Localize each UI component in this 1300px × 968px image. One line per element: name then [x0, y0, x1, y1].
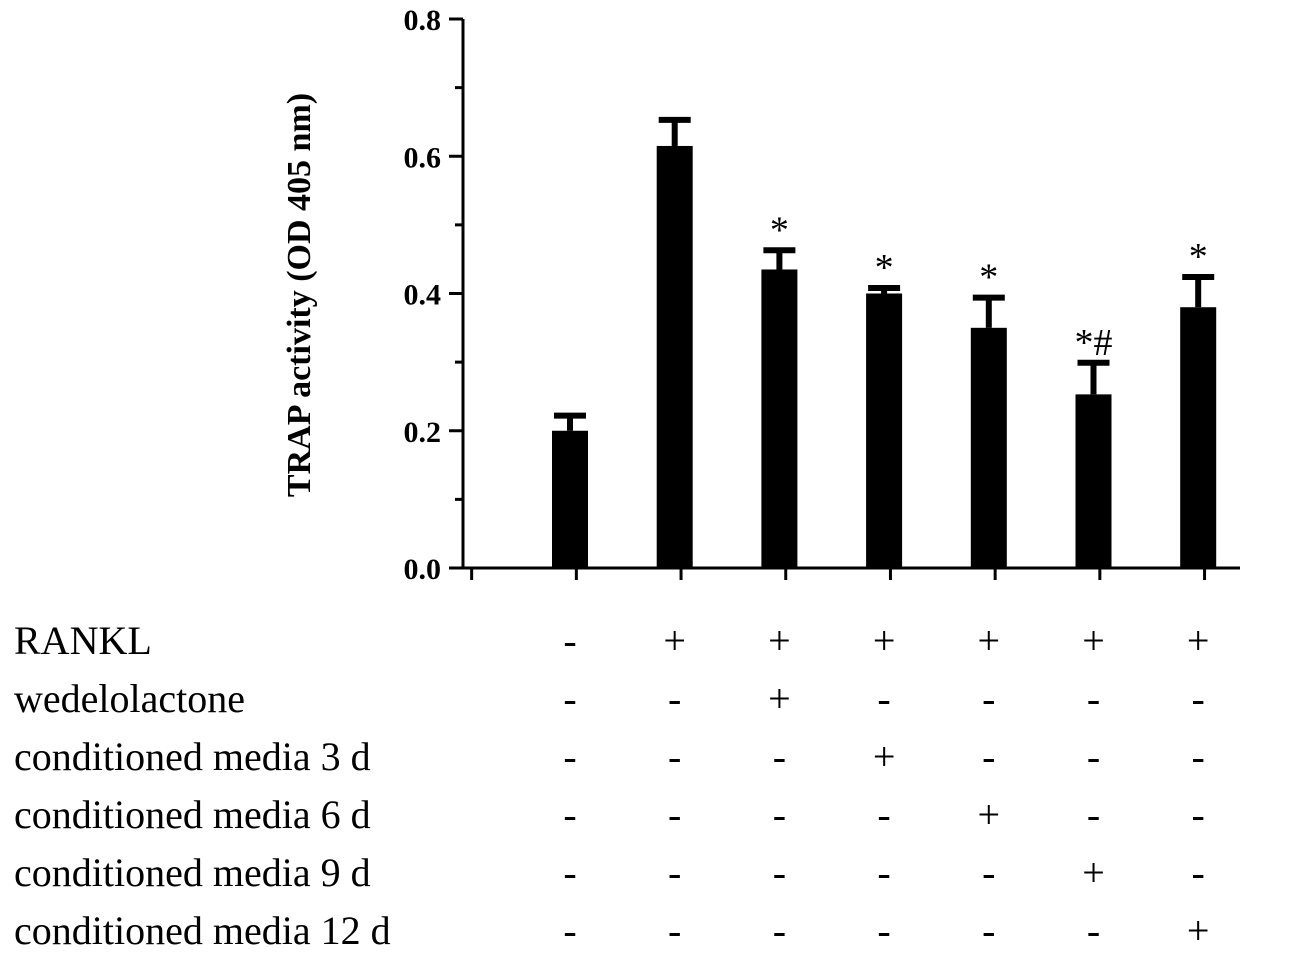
- condition-sign: -: [1192, 676, 1205, 721]
- condition-sign: -: [668, 850, 681, 895]
- bar: [1075, 394, 1112, 568]
- bar: [761, 269, 798, 568]
- bars: * * * *# *: [552, 116, 1217, 569]
- condition-sign: -: [773, 734, 786, 779]
- y-tick-label: 0.2: [404, 416, 442, 449]
- y-tick-label: 0.8: [404, 4, 442, 37]
- condition-sign: +: [873, 618, 896, 663]
- condition-sign: -: [1192, 792, 1205, 837]
- condition-sign: -: [563, 792, 576, 837]
- condition-sign: -: [1087, 908, 1100, 953]
- condition-table: RANKL - + + + + + + wedelolactone - - + - - - - conditio…: [14, 618, 1209, 953]
- condition-sign: -: [563, 676, 576, 721]
- condition-sign: -: [877, 792, 890, 837]
- condition-sign: +: [768, 618, 791, 663]
- condition-row-label: RANKL: [14, 618, 152, 663]
- condition-sign: -: [563, 850, 576, 895]
- condition-sign: -: [773, 908, 786, 953]
- condition-sign: -: [668, 792, 681, 837]
- condition-sign: -: [563, 734, 576, 779]
- condition-sign: -: [877, 850, 890, 895]
- condition-sign: -: [1087, 734, 1100, 779]
- condition-sign: +: [873, 734, 896, 779]
- condition-row-label: conditioned media 9 d: [14, 850, 371, 895]
- condition-sign: +: [978, 792, 1001, 837]
- condition-sign: -: [982, 734, 995, 779]
- condition-sign: -: [877, 908, 890, 953]
- condition-sign: +: [978, 618, 1001, 663]
- significance-label: *: [979, 257, 998, 299]
- condition-sign: +: [1082, 850, 1105, 895]
- y-tick-label: 0.4: [404, 279, 442, 312]
- bar: [970, 327, 1007, 568]
- y-axis-label: TRAP activity (OD 405 nm): [281, 93, 318, 497]
- y-tick-label: 0.0: [404, 553, 442, 586]
- significance-label: *#: [1075, 322, 1113, 364]
- condition-sign: -: [1192, 850, 1205, 895]
- condition-sign: -: [773, 850, 786, 895]
- significance-label: *: [1189, 236, 1208, 278]
- condition-sign: -: [877, 676, 890, 721]
- condition-sign: -: [982, 850, 995, 895]
- condition-sign: -: [773, 792, 786, 837]
- significance-label: *: [770, 209, 789, 251]
- condition-sign: -: [668, 908, 681, 953]
- condition-row-label: conditioned media 6 d: [14, 792, 371, 837]
- condition-sign: -: [668, 734, 681, 779]
- bar: [656, 145, 693, 569]
- condition-sign: -: [668, 676, 681, 721]
- bar: [1180, 307, 1217, 568]
- significance-label: *: [875, 247, 894, 289]
- condition-sign: -: [563, 618, 576, 663]
- bar: [552, 430, 588, 568]
- condition-sign: -: [1087, 792, 1100, 837]
- condition-sign: -: [982, 676, 995, 721]
- condition-sign: +: [1082, 618, 1105, 663]
- condition-sign: +: [663, 618, 686, 663]
- condition-sign: +: [1187, 618, 1210, 663]
- condition-sign: -: [1192, 734, 1205, 779]
- condition-sign: -: [1087, 676, 1100, 721]
- condition-sign: -: [563, 908, 576, 953]
- condition-sign: +: [768, 676, 791, 721]
- y-tick-label: 0.6: [404, 141, 442, 174]
- condition-row-label: conditioned media 12 d: [14, 908, 391, 953]
- axes: 0.0 0.2 0.4 0.6 0.8: [404, 4, 1240, 586]
- condition-sign: +: [1187, 908, 1210, 953]
- condition-row-label: wedelolactone: [14, 676, 245, 721]
- bar: [866, 293, 903, 568]
- condition-sign: -: [982, 908, 995, 953]
- condition-row-label: conditioned media 3 d: [14, 734, 371, 779]
